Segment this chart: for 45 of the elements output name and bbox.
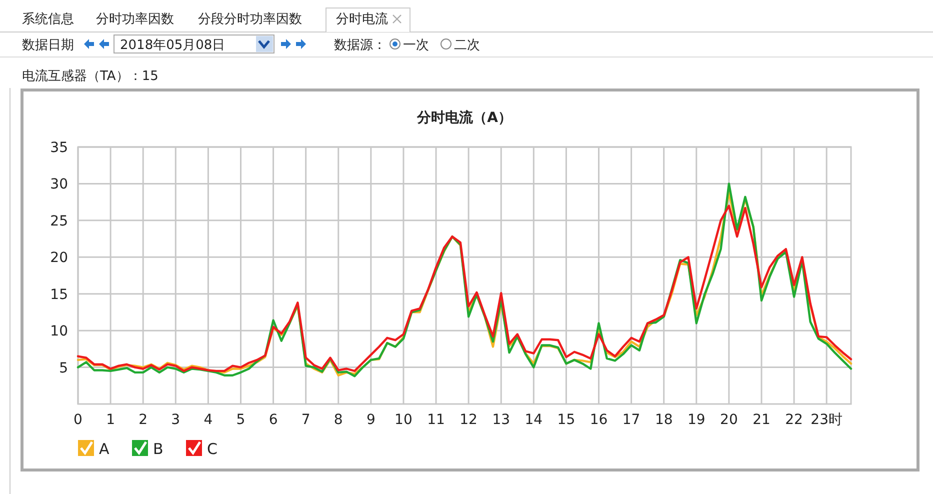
chart-title: 分时电流（A） bbox=[416, 109, 512, 126]
x-tick-label: 19 bbox=[687, 412, 706, 428]
x-tick-label: 1 bbox=[106, 412, 116, 428]
x-tick-label: 2 bbox=[138, 412, 148, 428]
y-tick-label: 10 bbox=[50, 324, 68, 340]
text: 数据日期 bbox=[22, 38, 74, 53]
y-tick-label: 5 bbox=[59, 360, 68, 376]
x-tick-label: 23时 bbox=[810, 412, 843, 428]
x-tick-label: 9 bbox=[366, 412, 376, 428]
y-tick-label: 15 bbox=[50, 286, 68, 303]
text: 分时功率因数 bbox=[96, 11, 174, 27]
y-tick-label: 20 bbox=[50, 250, 68, 266]
x-tick-label: 14 bbox=[524, 412, 543, 428]
x-tick-label: 12 bbox=[460, 412, 478, 428]
y-tick-label: 25 bbox=[50, 213, 68, 230]
x-tick-label: 0 bbox=[74, 412, 82, 428]
y-tick-label: 35 bbox=[50, 140, 68, 156]
legend-label: A bbox=[99, 440, 110, 458]
legend-label: B bbox=[153, 440, 164, 458]
x-tick-label: 11 bbox=[427, 412, 445, 428]
x-tick-label: 15 bbox=[557, 412, 576, 428]
x-tick-label: 5 bbox=[236, 412, 246, 428]
text: 分段分时功率因数 bbox=[198, 11, 302, 27]
x-tick-label: 21 bbox=[752, 412, 770, 428]
text: 系统信息 bbox=[22, 12, 74, 27]
text: 二次 bbox=[454, 38, 480, 53]
x-tick-label: 16 bbox=[590, 412, 608, 428]
x-tick-label: 13 bbox=[492, 412, 510, 428]
y-tick-label: 30 bbox=[50, 176, 68, 193]
text: 2018年05月08日 bbox=[120, 38, 226, 53]
x-tick-label: 8 bbox=[334, 412, 343, 428]
x-tick-label: 20 bbox=[720, 412, 738, 428]
legend-label: C bbox=[207, 440, 218, 458]
text: 电流互感器（TA）：15 bbox=[22, 68, 158, 84]
x-tick-label: 3 bbox=[171, 412, 180, 428]
x-tick-label: 7 bbox=[301, 412, 310, 428]
x-tick-label: 17 bbox=[622, 412, 640, 428]
text: 一次 bbox=[403, 38, 429, 53]
text: 数据源： bbox=[334, 38, 386, 53]
x-tick-label: 18 bbox=[654, 412, 673, 428]
x-tick-label: 4 bbox=[204, 412, 213, 428]
text: 分时电流 bbox=[336, 11, 388, 27]
x-tick-label: 6 bbox=[268, 412, 278, 428]
x-tick-label: 10 bbox=[394, 412, 412, 428]
x-tick-label: 22 bbox=[785, 412, 803, 428]
